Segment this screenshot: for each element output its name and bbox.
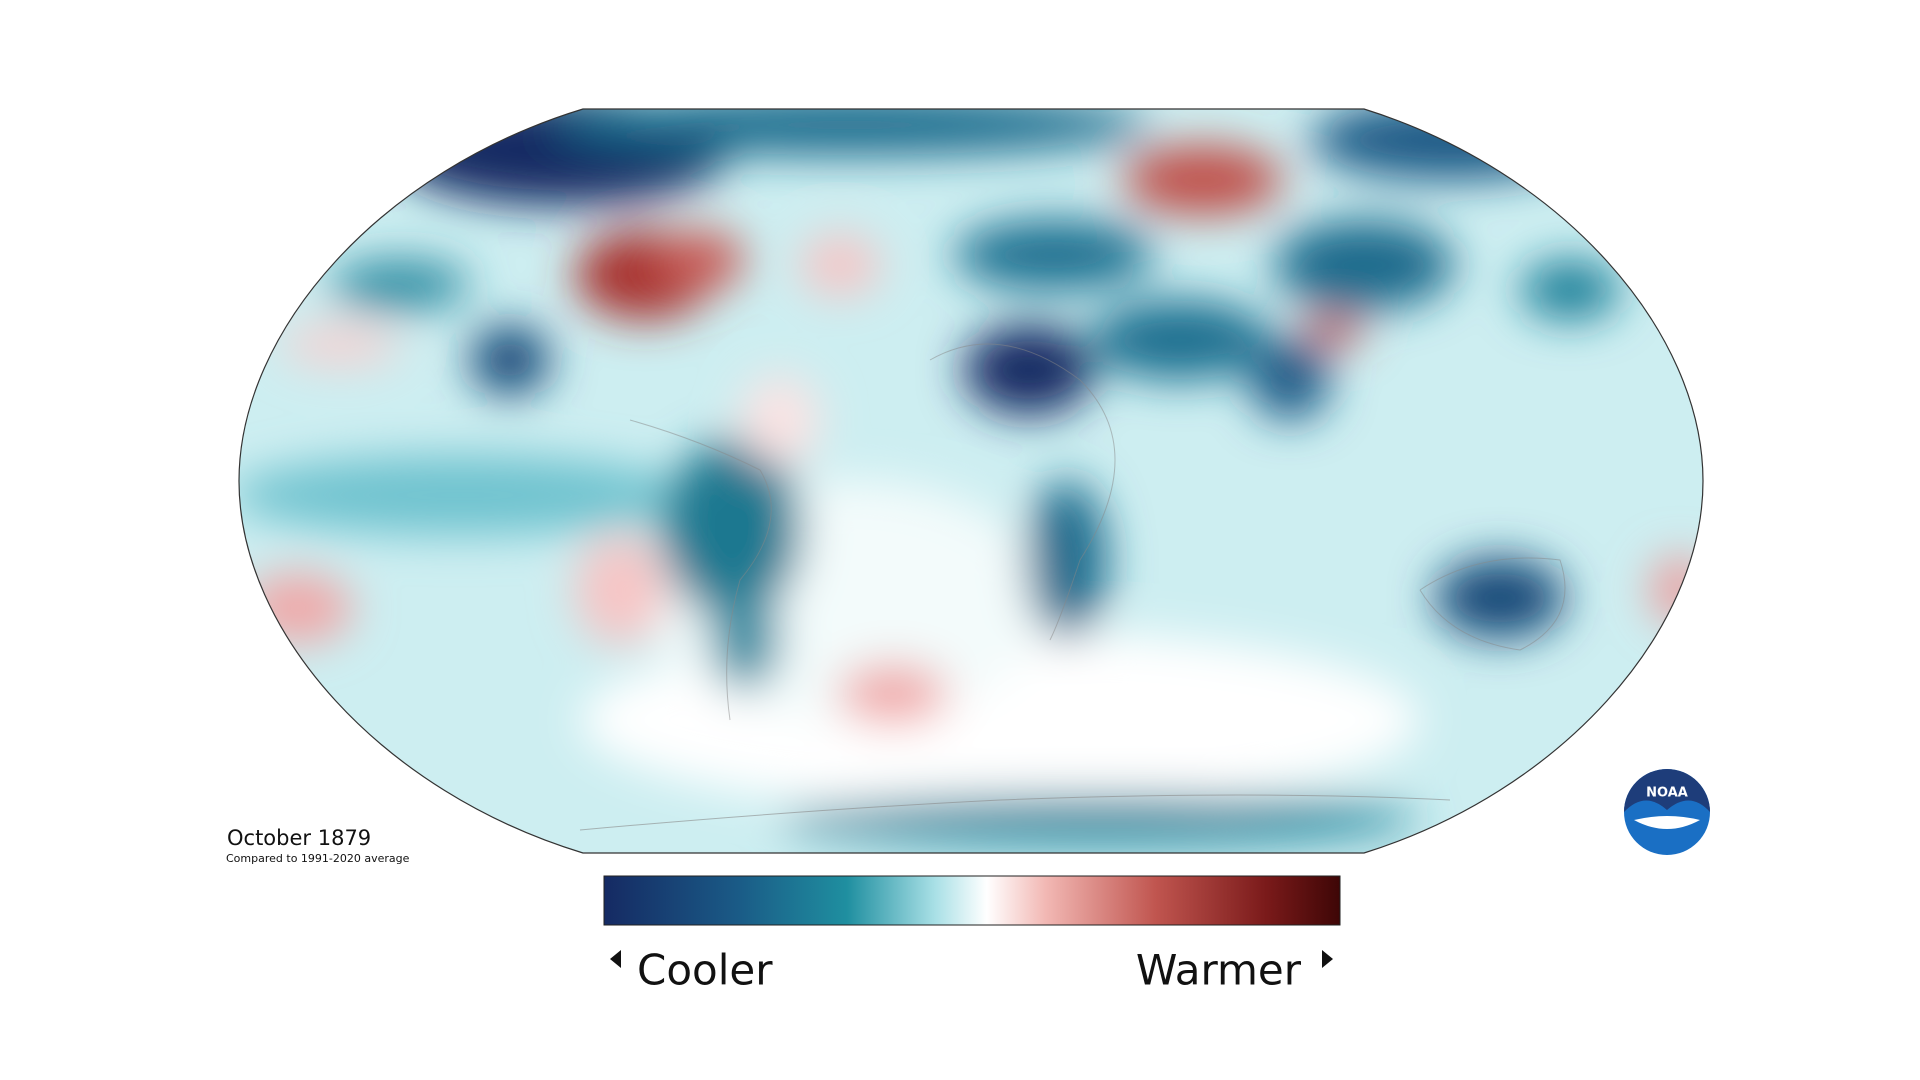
map-outline xyxy=(238,108,1704,854)
anomaly-blob xyxy=(655,230,745,290)
coastline xyxy=(579,794,1451,831)
coastline xyxy=(929,343,1116,641)
arrow-left xyxy=(610,950,621,968)
anomaly-blob xyxy=(1274,220,1454,310)
arrow-right xyxy=(1322,950,1333,968)
anomaly-blob xyxy=(1123,145,1283,215)
anomaly-blob xyxy=(1310,109,1590,180)
map-title: October 1879 xyxy=(227,826,371,850)
anomaly-blob xyxy=(800,235,880,295)
anomaly-blob xyxy=(1435,558,1565,638)
anomaly-blob xyxy=(1250,340,1330,420)
anomaly-blob xyxy=(550,109,1150,155)
anomaly-blob xyxy=(740,375,820,465)
color-bar xyxy=(603,875,1341,926)
anomaly-blob xyxy=(1090,300,1270,380)
legend-low-label: Cooler xyxy=(637,946,773,995)
logo-bird xyxy=(1634,816,1700,829)
anomaly-blob xyxy=(470,325,550,395)
anomaly-blob xyxy=(780,795,1420,845)
anomaly-map xyxy=(239,109,1703,853)
map-subtitle: Compared to 1991-2020 average xyxy=(226,852,410,865)
coastline xyxy=(629,419,772,721)
anomaly-blob xyxy=(662,440,802,620)
anomaly-blob xyxy=(1520,260,1620,320)
logo-top xyxy=(1624,769,1710,812)
anomaly-blob xyxy=(1027,480,1107,640)
anomaly-blob xyxy=(575,535,665,645)
anomaly-blob xyxy=(280,325,400,365)
logo-text: NOAA xyxy=(1646,786,1688,801)
anomaly-field xyxy=(239,109,1703,845)
anomaly-blob xyxy=(1303,315,1363,345)
anomaly-blob xyxy=(239,455,690,535)
anomaly-blob xyxy=(330,260,470,310)
noaa-logo: NOAA xyxy=(1624,769,1710,855)
anomaly-blob xyxy=(964,325,1094,415)
anomaly-blob xyxy=(954,220,1154,290)
coastline xyxy=(1419,557,1566,651)
anomaly-blob xyxy=(838,664,948,724)
legend-high-label: Warmer xyxy=(1136,946,1302,995)
anomaly-blob xyxy=(710,590,780,690)
